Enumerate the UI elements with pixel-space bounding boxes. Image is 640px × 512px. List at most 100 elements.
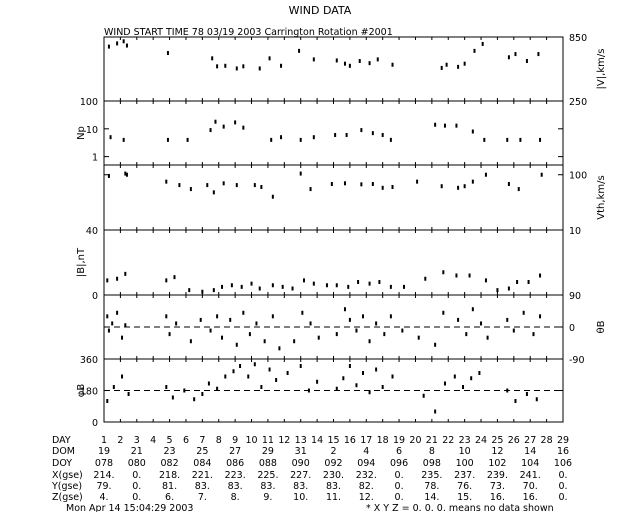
y-tick-label: 10 <box>569 226 581 237</box>
data-point <box>462 385 465 389</box>
panel-4: 40 0 |B|,nT <box>76 226 564 302</box>
data-point <box>522 310 525 315</box>
table-row-label: X(gse) <box>52 470 83 481</box>
y-tick-label: 100 <box>80 97 98 108</box>
data-point <box>229 317 232 322</box>
data-point <box>465 332 468 337</box>
data-point <box>293 339 296 344</box>
data-point <box>165 278 168 283</box>
data-point <box>234 120 237 125</box>
table-cell: 15. <box>457 492 472 503</box>
table-cell: 19 <box>98 446 110 457</box>
data-point <box>355 383 358 388</box>
y-axis-label: Vth,km/s <box>596 175 607 219</box>
table-cell: 0. <box>132 492 141 503</box>
data-point <box>362 314 365 319</box>
data-point <box>335 58 338 63</box>
data-point <box>183 388 186 393</box>
table-cell: 0. <box>395 481 404 492</box>
data-point <box>343 307 346 312</box>
data-point <box>358 59 361 63</box>
data-point <box>298 48 301 53</box>
data-point <box>506 317 509 322</box>
data-point <box>445 62 448 67</box>
data-point <box>280 135 283 140</box>
table-cell: 10 <box>459 446 471 457</box>
data-point <box>506 388 509 393</box>
data-point <box>312 281 315 286</box>
table-cell: 21 <box>426 435 438 446</box>
table-cell: 090 <box>292 458 310 469</box>
data-point <box>539 314 542 319</box>
data-point <box>335 283 338 288</box>
table-cell: 4 <box>150 435 156 446</box>
table-cell: 27 <box>229 446 241 457</box>
table-cell: 17 <box>360 435 372 446</box>
data-point <box>165 385 168 389</box>
data-point <box>345 132 348 137</box>
y-axis-label: |V|,km/s <box>596 49 607 90</box>
data-point <box>391 184 394 189</box>
data-point <box>166 51 169 55</box>
data-point <box>507 286 510 291</box>
data-point <box>443 123 446 128</box>
table-row-label: DAY <box>52 435 71 446</box>
panel-frame <box>103 36 564 102</box>
panel-frame <box>103 164 564 231</box>
table-cell: 2 <box>117 435 123 446</box>
data-point <box>416 179 419 184</box>
data-point <box>107 173 110 178</box>
table-cell: 4 <box>363 446 369 457</box>
data-point <box>457 185 460 190</box>
data-point <box>242 125 245 130</box>
table-cell: 81. <box>162 481 177 492</box>
data-point <box>307 388 310 393</box>
data-point <box>188 288 191 293</box>
data-point <box>280 63 283 68</box>
data-point <box>216 314 219 319</box>
data-point <box>222 124 225 129</box>
data-point <box>109 135 112 140</box>
data-point <box>107 44 110 49</box>
table-cell: 21 <box>131 446 143 457</box>
table-row-label: Z(gse) <box>52 492 83 503</box>
data-point <box>514 52 517 57</box>
table-cell: 22 <box>442 435 454 446</box>
data-point <box>122 137 125 142</box>
table-cell: 10 <box>245 435 257 446</box>
data-point <box>309 321 312 326</box>
data-point <box>239 364 242 368</box>
data-point <box>391 62 394 67</box>
table-cell: 235. <box>421 470 442 481</box>
data-point <box>165 179 168 184</box>
data-point <box>389 284 392 289</box>
data-point <box>517 187 520 192</box>
data-point <box>107 328 110 333</box>
data-point <box>253 183 256 188</box>
data-point <box>127 392 130 396</box>
panel-frame <box>103 100 564 166</box>
table-cell: 088 <box>259 458 277 469</box>
data-point <box>121 374 124 379</box>
table-cell: 79. <box>96 481 111 492</box>
panel-3: 100 10 Vth,km/s <box>103 164 607 237</box>
table-cell: 16 <box>344 435 356 446</box>
table-cell: 094 <box>357 458 375 469</box>
table-cell: 104 <box>521 458 539 469</box>
data-point <box>171 395 174 400</box>
data-point <box>453 374 456 379</box>
data-point <box>539 137 542 142</box>
data-point <box>224 374 227 379</box>
table-cell: 12. <box>359 492 374 503</box>
data-point <box>335 332 338 337</box>
table-cell: 0. <box>395 470 404 481</box>
data-point <box>302 278 305 283</box>
data-point <box>201 289 204 294</box>
data-point <box>299 137 302 142</box>
table-cell: 7. <box>198 492 207 503</box>
data-point <box>483 137 486 142</box>
data-point <box>271 194 274 199</box>
table-cell: 83. <box>326 481 341 492</box>
data-point <box>299 364 302 368</box>
